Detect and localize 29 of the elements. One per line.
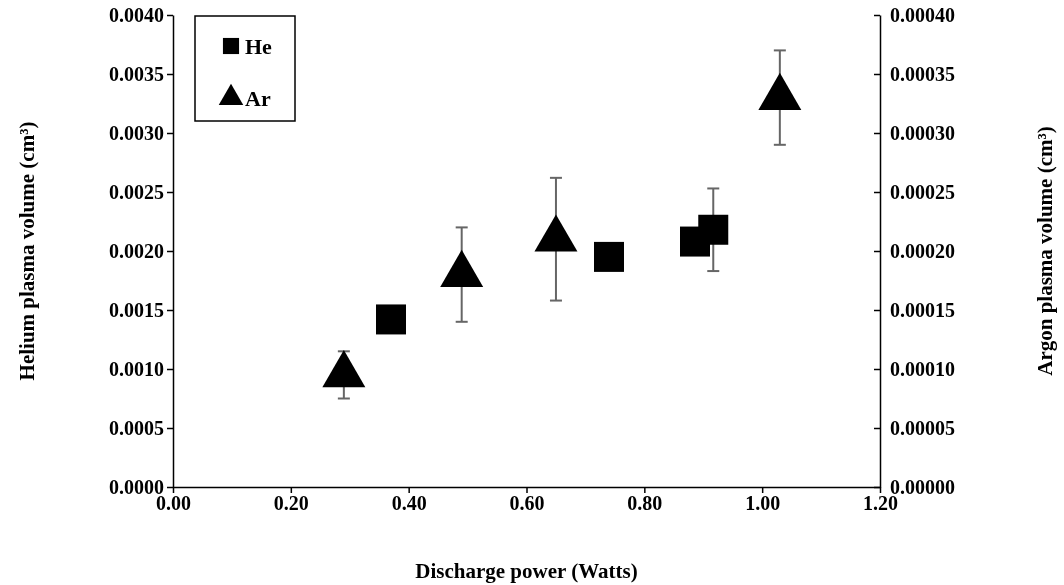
y2-tick-label: 0.00040 xyxy=(890,3,955,26)
y-tick-label: 0.0010 xyxy=(109,357,164,380)
point xyxy=(375,304,406,335)
y-tick-label: 0.0020 xyxy=(109,239,164,262)
y2-tick-label: 0.00035 xyxy=(890,62,955,85)
y2-tick-label: 0.00015 xyxy=(890,298,955,321)
y2-tick-label: 0.00010 xyxy=(890,357,955,380)
y2-tick-label: 0.00030 xyxy=(890,121,955,144)
y-tick-label: 0.0025 xyxy=(109,180,164,203)
legend-label: Ar xyxy=(245,86,271,111)
y2-axis-title: Argon plasma volume (cm³) xyxy=(1033,126,1057,376)
y2-tick-label: 0.00025 xyxy=(890,180,955,203)
point xyxy=(698,214,729,245)
x-tick-label: 0.40 xyxy=(391,492,427,515)
x-tick-label: 0.80 xyxy=(627,492,663,515)
y-tick-label: 0.0040 xyxy=(109,3,164,26)
y-tick-label: 0.0005 xyxy=(109,416,164,439)
x-tick-label: 0.20 xyxy=(273,492,309,515)
x-axis-title: Discharge power (Watts) xyxy=(415,559,638,583)
x-tick-label: 0.60 xyxy=(509,492,545,515)
y-tick-label: 0.0030 xyxy=(109,121,164,144)
point xyxy=(593,241,624,272)
y2-tick-label: 0.00005 xyxy=(890,416,955,439)
y-axis-title: Helium plasma volume (cm³) xyxy=(15,121,39,381)
legend-label: He xyxy=(245,34,273,59)
y2-tick-label: 0.00020 xyxy=(890,239,955,262)
y-tick-label: 0.0015 xyxy=(109,298,164,321)
x-tick-label: 1.00 xyxy=(745,492,781,515)
y-tick-label: 0.0035 xyxy=(109,62,164,85)
